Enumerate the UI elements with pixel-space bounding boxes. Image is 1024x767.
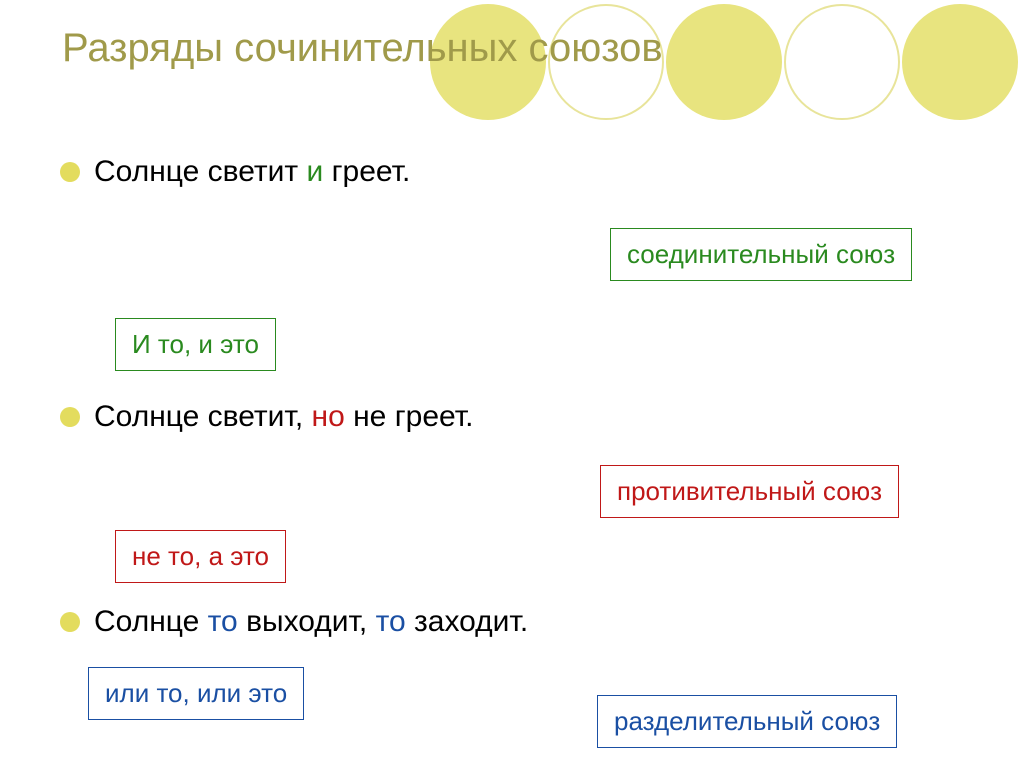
s3-pre: Солнце: [94, 605, 208, 638]
sentence-3: Солнце то выходит, то заходит.: [60, 605, 528, 639]
sentence-3-text: Солнце то выходит, то заходит.: [94, 605, 528, 639]
s2-pre: Солнце светит,: [94, 400, 312, 433]
s1-pre: Солнце светит: [94, 155, 307, 188]
sentence-2: Солнце светит, но не греет.: [60, 400, 473, 434]
hint-disjunctive: или то, или это: [88, 667, 304, 720]
s3-post: заходит.: [406, 605, 528, 638]
slide-title: Разряды сочинительных союзов: [62, 26, 663, 71]
hint-adversative: не то, а это: [115, 530, 286, 583]
s1-post: греет.: [323, 155, 410, 188]
bullet-icon: [60, 612, 80, 632]
hint-connective: И то, и это: [115, 318, 276, 371]
bullet-icon: [60, 162, 80, 182]
circle-3: [666, 4, 782, 120]
bullet-icon: [60, 407, 80, 427]
s3-conj2: то: [376, 605, 406, 638]
label-connective: соединительный союз: [610, 228, 912, 281]
s2-post: не греет.: [345, 400, 474, 433]
circle-4: [784, 4, 900, 120]
label-disjunctive: разделительный союз: [597, 695, 897, 748]
s2-conj: но: [312, 400, 345, 433]
circle-5: [902, 4, 1018, 120]
s3-conj1: то: [208, 605, 238, 638]
sentence-1-text: Солнце светит и греет.: [94, 155, 410, 189]
s1-conj: и: [307, 155, 324, 188]
sentence-1: Солнце светит и греет.: [60, 155, 410, 189]
s3-mid: выходит,: [238, 605, 376, 638]
label-adversative: противительный союз: [600, 465, 899, 518]
sentence-2-text: Солнце светит, но не греет.: [94, 400, 473, 434]
